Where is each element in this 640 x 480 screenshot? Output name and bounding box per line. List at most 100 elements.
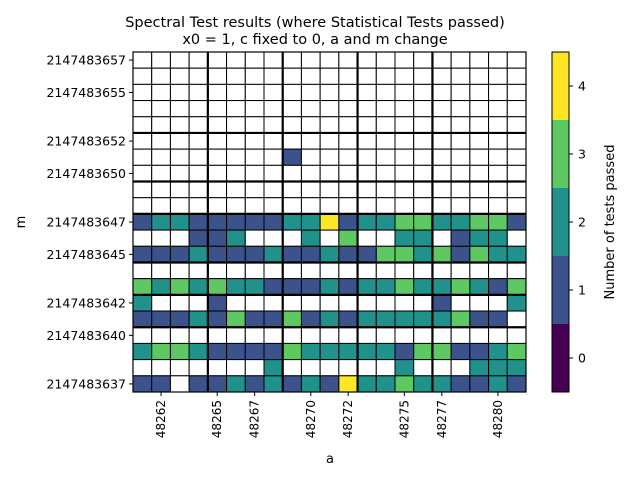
heatmap-cell <box>132 51 153 69</box>
heatmap-cell <box>450 83 471 102</box>
heatmap-cell <box>319 51 340 69</box>
heatmap-cell <box>413 342 433 361</box>
heatmap-cell <box>488 229 508 247</box>
heatmap-cell <box>151 229 171 247</box>
heatmap-cell <box>357 148 377 166</box>
y-tick-label: 2147483642 <box>46 295 126 310</box>
heatmap-cell <box>132 148 153 166</box>
heatmap-cell <box>357 359 377 377</box>
heatmap-cell <box>132 67 153 85</box>
heatmap-cell <box>207 164 228 183</box>
heatmap-cell <box>431 310 452 328</box>
heatmap-cell <box>413 326 433 344</box>
heatmap-cell <box>338 181 359 199</box>
heatmap-cell <box>413 148 433 166</box>
heatmap-cell <box>132 310 153 328</box>
heatmap-cell <box>207 261 228 280</box>
heatmap-cell <box>469 213 490 231</box>
heatmap-cell <box>319 326 340 344</box>
heatmap-cell <box>413 245 433 263</box>
heatmap-cell <box>319 116 340 134</box>
heatmap-cell <box>169 310 190 328</box>
heatmap-cell <box>375 67 396 85</box>
chart-subtitle: x0 = 1, c fixed to 0, a and m change <box>182 32 447 48</box>
heatmap-cell <box>394 83 415 102</box>
heatmap-cell <box>488 51 508 69</box>
heatmap-cell <box>188 67 209 85</box>
y-axis-ticks: 2147483657 2147483655 2147483652 2147483650… <box>46 53 133 391</box>
heatmap-cell <box>413 261 433 280</box>
heatmap-cell <box>132 342 153 361</box>
heatmap-cell <box>338 375 359 393</box>
heatmap-cell <box>469 229 490 247</box>
heatmap-cell <box>226 261 246 280</box>
heatmap-cell <box>394 213 415 231</box>
heatmap-cell <box>300 229 321 247</box>
heatmap-cell <box>263 148 284 166</box>
heatmap-cell <box>431 164 452 183</box>
x-tick-label: 48272 <box>341 400 355 438</box>
heatmap-cell <box>226 67 246 85</box>
heatmap-cell <box>394 51 415 69</box>
y-tick-label: 2147483652 <box>46 134 126 149</box>
heatmap-cell <box>169 278 190 296</box>
heatmap-cell <box>263 261 284 280</box>
heatmap-cell <box>132 197 153 215</box>
heatmap-cell <box>244 148 265 166</box>
heatmap-cell <box>300 245 321 263</box>
heatmap-cell <box>244 278 265 296</box>
heatmap-cell <box>244 229 265 247</box>
heatmap-cell <box>207 310 228 328</box>
heatmap-cell <box>338 116 359 134</box>
heatmap-cell <box>207 229 228 247</box>
heatmap-cell <box>188 213 209 231</box>
heatmap-cell <box>151 213 171 231</box>
heatmap-cell <box>188 51 209 69</box>
heatmap-cell <box>469 245 490 263</box>
heatmap-cell <box>431 100 452 118</box>
heatmap-cell <box>169 100 190 118</box>
heatmap-cell <box>169 326 190 344</box>
heatmap-cell <box>338 197 359 215</box>
heatmap-cell <box>151 132 171 150</box>
heatmap-cell <box>469 51 490 69</box>
heatmap-cell <box>226 326 246 344</box>
heatmap-cell <box>375 375 396 393</box>
heatmap-cell <box>188 359 209 377</box>
heatmap-cell <box>263 229 284 247</box>
heatmap-cell <box>319 245 340 263</box>
heatmap-cell <box>300 100 321 118</box>
heatmap-cell <box>488 83 508 102</box>
heatmap-cell <box>488 359 508 377</box>
heatmap-cell <box>431 181 452 199</box>
heatmap-cell <box>357 51 377 69</box>
heatmap-cell <box>506 197 527 215</box>
heatmap-cell <box>450 100 471 118</box>
colorbar-tick-label: 4 <box>578 79 586 94</box>
heatmap-cell <box>263 51 284 69</box>
heatmap-cell <box>357 326 377 344</box>
heatmap-cell <box>188 261 209 280</box>
heatmap-cell <box>469 83 490 102</box>
heatmap-cell <box>394 261 415 280</box>
heatmap-cell <box>469 148 490 166</box>
heatmap-cell <box>413 83 433 102</box>
heatmap-cell <box>506 229 527 247</box>
heatmap-cell <box>506 342 527 361</box>
heatmap-cell <box>300 359 321 377</box>
heatmap-cell <box>450 181 471 199</box>
heatmap-cell <box>151 359 171 377</box>
heatmap-cell <box>151 83 171 102</box>
heatmap-cell <box>132 116 153 134</box>
heatmap-cell <box>469 278 490 296</box>
heatmap-cell <box>413 116 433 134</box>
heatmap-cells <box>132 51 527 393</box>
heatmap-cell <box>413 375 433 393</box>
heatmap-cell <box>338 132 359 150</box>
heatmap-cell <box>506 51 527 69</box>
colorbar: 0 1 2 3 4 <box>551 51 586 393</box>
heatmap-cell <box>226 100 246 118</box>
colorbar-tick-label: 2 <box>578 215 586 230</box>
heatmap-cell <box>431 261 452 280</box>
heatmap-cell <box>394 310 415 328</box>
